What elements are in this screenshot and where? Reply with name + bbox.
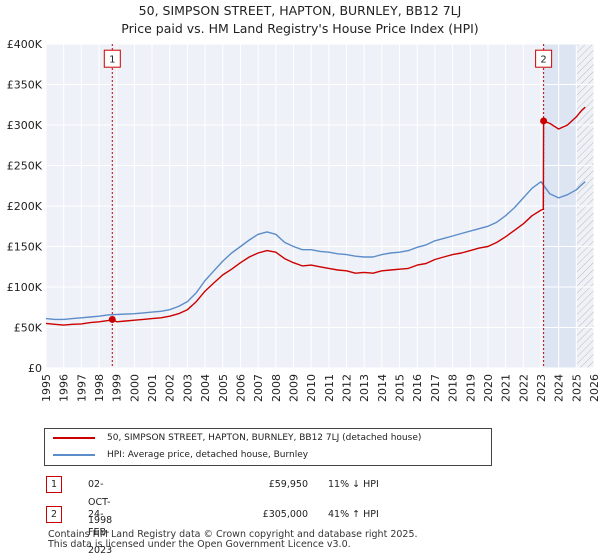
x-tick-label: 2018 — [447, 374, 460, 402]
x-tick-label: 2017 — [429, 374, 442, 402]
x-tick-label: 2023 — [535, 374, 548, 402]
footer: Contains HM Land Registry data © Crown c… — [48, 530, 418, 550]
legend-item-property: 50, SIMPSON STREET, HAPTON, BURNLEY, BB1… — [53, 429, 421, 447]
sale-point — [540, 117, 548, 125]
x-tick-label: 1999 — [111, 374, 124, 402]
title-line-2: Price paid vs. HM Land Registry's House … — [121, 21, 479, 36]
sale-label-box — [535, 49, 553, 68]
x-tick-label: 2012 — [341, 374, 354, 402]
y-tick-label: £400K — [7, 38, 43, 51]
y-tick-label: £100K — [7, 281, 43, 294]
series-line — [45, 106, 586, 326]
x-tick-label: 2014 — [376, 374, 389, 402]
x-tick-label: 2019 — [464, 374, 477, 402]
sale-label-box — [103, 49, 121, 68]
x-tick-label: 2020 — [482, 374, 495, 402]
sale-label-text: 2 — [540, 55, 546, 66]
x-tick-label: 2013 — [358, 374, 371, 402]
transaction-price: £59,950 — [268, 479, 308, 490]
chart-title: 50, SIMPSON STREET, HAPTON, BURNLEY, BB1… — [0, 2, 600, 38]
transaction-date: 24-FEB-2023 — [88, 509, 113, 556]
transaction-number-badge: 2 — [46, 506, 62, 523]
x-tick-label: 2007 — [252, 374, 265, 402]
x-tick-label: 2024 — [553, 374, 566, 402]
x-tick-label: 1996 — [58, 374, 71, 402]
plot-area: £0 £50K £100K £150K £200K £250K £300K £350K £400… — [7, 38, 600, 402]
y-tick-label: £350K — [7, 79, 43, 92]
legend: 50, SIMPSON STREET, HAPTON, BURNLEY, BB1… — [44, 428, 492, 466]
legend-label-property: 50, SIMPSON STREET, HAPTON, BURNLEY, BB1… — [107, 433, 422, 443]
y-tick-label: £200K — [7, 200, 43, 213]
y-tick-label: £300K — [7, 119, 43, 132]
x-tick-label: 2016 — [411, 374, 424, 402]
transaction-price: £305,000 — [262, 509, 308, 520]
transaction-hpi-change: 41% ↑ HPI — [328, 509, 379, 520]
transaction-date: 02-OCT-1998 — [88, 479, 113, 526]
x-tick-label: 2003 — [181, 374, 194, 402]
x-tick-label: 1997 — [75, 374, 88, 402]
x-tick-label: 2026 — [588, 374, 600, 402]
x-tick-label: 2006 — [234, 374, 247, 402]
legend-swatch-blue — [53, 453, 95, 456]
x-tick-label: 2015 — [394, 374, 407, 402]
x-tick-label: 2002 — [164, 374, 177, 402]
x-tick-label: 2022 — [517, 374, 530, 402]
legend-label-hpi: HPI: Average price, detached house, Burn… — [107, 450, 309, 460]
x-tick-label: 2004 — [199, 374, 212, 402]
footer-line-1: Contains HM Land Registry data © Crown c… — [48, 529, 418, 540]
transaction-number-badge: 1 — [46, 476, 62, 493]
x-tick-label: 1995 — [40, 374, 53, 402]
x-tick-label: 2025 — [570, 374, 583, 402]
sale-label-text: 1 — [109, 55, 115, 66]
x-tick-label: 2021 — [500, 374, 513, 402]
x-tick-label: 2010 — [305, 374, 318, 402]
x-tick-label: 2005 — [217, 374, 230, 402]
x-tick-label: 2001 — [146, 374, 159, 402]
x-tick-label: 2000 — [128, 374, 141, 402]
price-chart: £0 £50K £100K £150K £200K £250K £300K £350K £400… — [7, 38, 600, 402]
sale-point — [108, 315, 116, 323]
x-tick-label: 1998 — [93, 374, 106, 402]
y-tick-label: £250K — [7, 160, 43, 173]
footer-line-2: This data is licensed under the Open Gov… — [48, 539, 351, 550]
x-tick-label: 2011 — [323, 374, 336, 402]
x-tick-label: 2009 — [287, 374, 300, 402]
title-line-1: 50, SIMPSON STREET, HAPTON, BURNLEY, BB1… — [138, 3, 462, 18]
legend-item-hpi: HPI: Average price, detached house, Burn… — [53, 446, 308, 464]
x-tick-label: 2008 — [270, 374, 283, 402]
y-tick-label: £150K — [7, 241, 43, 254]
series-line — [45, 180, 586, 321]
legend-swatch-red — [53, 436, 95, 439]
transaction-hpi-change: 11% ↓ HPI — [328, 479, 379, 490]
y-tick-label: £0 — [28, 362, 42, 375]
y-tick-label: £50K — [14, 322, 43, 335]
